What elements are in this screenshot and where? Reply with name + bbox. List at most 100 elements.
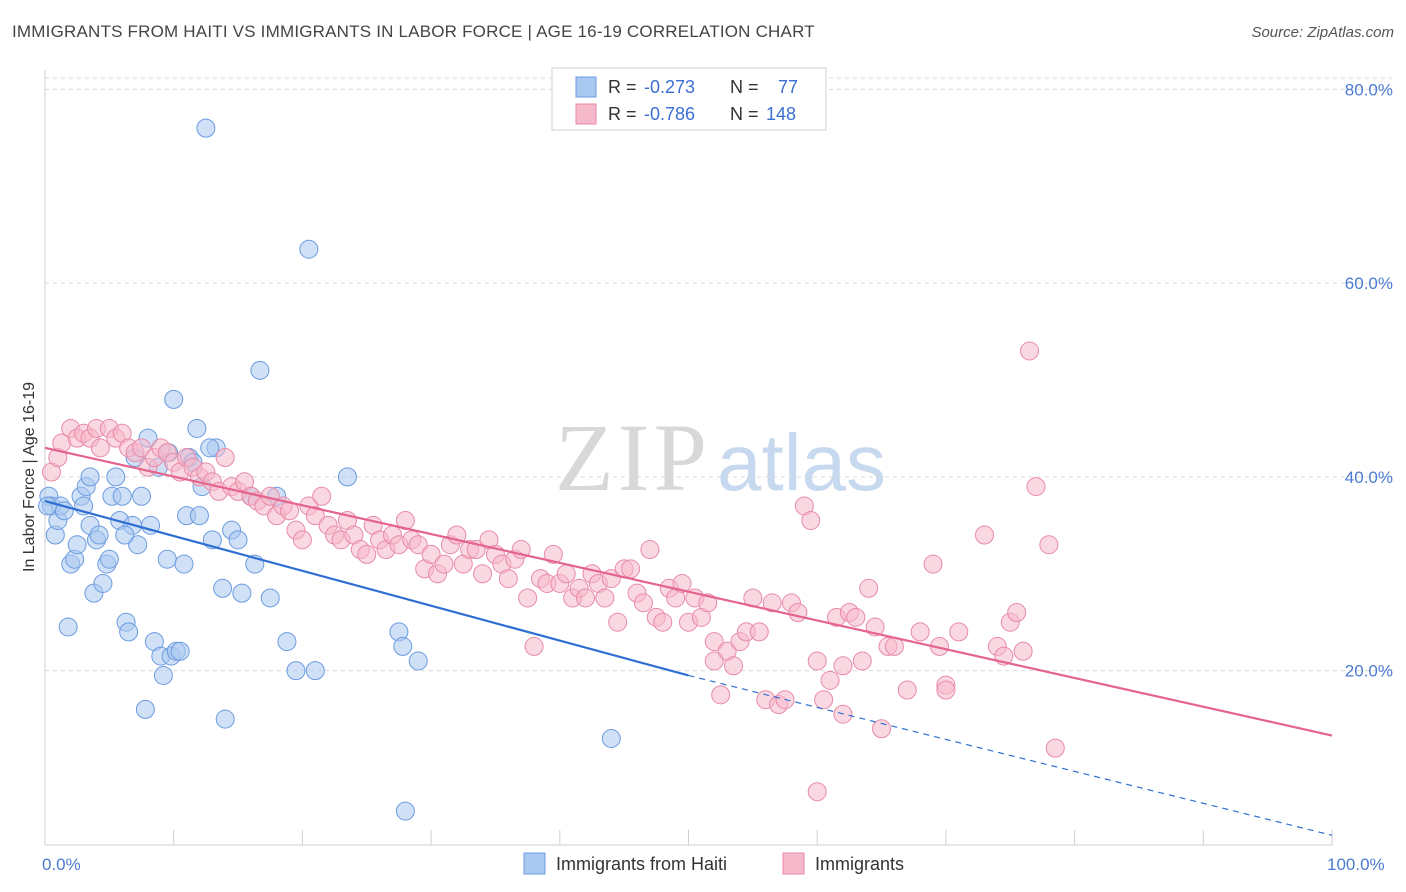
point-haiti-71 bbox=[601, 728, 621, 748]
series-immigrants-points bbox=[41, 341, 1065, 802]
point-immigrants-59 bbox=[421, 544, 441, 564]
y-tick-label-40: 40.0% bbox=[1345, 468, 1393, 487]
y-tick-label-60: 60.0% bbox=[1345, 274, 1393, 293]
bottom-legend: Immigrants from Haiti Immigrants bbox=[523, 852, 904, 875]
point-haiti-23 bbox=[112, 486, 132, 506]
point-haiti-59 bbox=[250, 360, 270, 380]
point-haiti-8 bbox=[67, 535, 87, 555]
point-haiti-73 bbox=[58, 617, 78, 637]
point-haiti-42 bbox=[174, 554, 194, 574]
point-immigrants-78 bbox=[543, 544, 563, 564]
point-immigrants-110 bbox=[749, 622, 769, 642]
point-haiti-12 bbox=[80, 467, 100, 487]
point-haiti-66 bbox=[337, 467, 357, 487]
point-immigrants-93 bbox=[640, 540, 660, 560]
bottom-legend-label-haiti: Immigrants from Haiti bbox=[556, 854, 727, 874]
top-legend: R = -0.273 N = 77 R = -0.786 N = 148 bbox=[551, 67, 827, 131]
point-immigrants-39 bbox=[292, 530, 312, 550]
point-immigrants-148 bbox=[936, 680, 956, 700]
y-tick-label-80: 80.0% bbox=[1345, 80, 1393, 99]
legend-r-value-immigrants: -0.786 bbox=[644, 104, 695, 124]
legend-swatch-immigrants bbox=[575, 103, 597, 125]
point-immigrants-8 bbox=[90, 438, 110, 458]
point-haiti-36 bbox=[153, 665, 173, 685]
point-immigrants-103 bbox=[704, 632, 724, 652]
legend-n-label-haiti: N = bbox=[730, 77, 759, 97]
point-immigrants-112 bbox=[762, 593, 782, 613]
point-immigrants-118 bbox=[801, 510, 821, 530]
point-haiti-16 bbox=[89, 525, 109, 545]
point-immigrants-61 bbox=[434, 554, 454, 574]
point-immigrants-27 bbox=[215, 448, 235, 467]
legend-n-label-immigrants: N = bbox=[730, 104, 759, 124]
point-immigrants-126 bbox=[852, 651, 872, 671]
point-immigrants-119 bbox=[807, 651, 827, 671]
point-immigrants-42 bbox=[312, 486, 332, 506]
legend-r-value-haiti: -0.273 bbox=[644, 77, 695, 97]
point-haiti-70 bbox=[408, 651, 428, 671]
point-immigrants-75 bbox=[524, 636, 544, 656]
point-immigrants-121 bbox=[820, 670, 840, 690]
point-immigrants-141 bbox=[1013, 641, 1033, 661]
point-immigrants-145 bbox=[1045, 738, 1065, 758]
y-tick-labels: 20.0% 40.0% 60.0% 80.0% bbox=[1345, 80, 1393, 680]
legend-n-value-haiti: 77 bbox=[778, 77, 798, 97]
point-immigrants-67 bbox=[473, 564, 493, 584]
bottom-legend-swatch-haiti bbox=[523, 852, 546, 875]
point-haiti-21 bbox=[106, 467, 126, 487]
point-haiti-29 bbox=[132, 486, 152, 506]
trend-line-immigrants bbox=[44, 446, 1333, 737]
point-haiti-46 bbox=[187, 418, 207, 438]
point-haiti-52 bbox=[213, 578, 233, 598]
point-immigrants-120 bbox=[814, 690, 834, 710]
point-immigrants-88 bbox=[608, 612, 628, 632]
point-immigrants-57 bbox=[408, 535, 428, 555]
point-immigrants-86 bbox=[595, 588, 615, 608]
point-immigrants-137 bbox=[975, 525, 995, 545]
watermark-atlas: atlas bbox=[717, 418, 886, 507]
point-haiti-37 bbox=[157, 549, 177, 569]
point-haiti-41 bbox=[170, 641, 190, 661]
point-haiti-69 bbox=[395, 801, 415, 821]
point-immigrants-95 bbox=[653, 612, 673, 632]
legend-r-label-immigrants: R = bbox=[608, 104, 637, 124]
gridlines bbox=[45, 77, 1392, 672]
point-haiti-17 bbox=[93, 573, 113, 593]
top-legend-box bbox=[551, 67, 827, 131]
trend-line-haiti-extension bbox=[688, 674, 1333, 836]
point-immigrants-92 bbox=[633, 593, 653, 613]
point-immigrants-127 bbox=[859, 578, 879, 598]
point-immigrants-125 bbox=[846, 607, 866, 627]
point-immigrants-116 bbox=[788, 603, 808, 622]
legend-n-value-immigrants: 148 bbox=[766, 104, 796, 124]
point-immigrants-98 bbox=[672, 573, 692, 593]
trend-line-haiti bbox=[44, 500, 689, 677]
point-immigrants-142 bbox=[1020, 341, 1040, 361]
point-immigrants-143 bbox=[1026, 477, 1046, 497]
bottom-legend-label-immigrants: Immigrants bbox=[815, 854, 904, 874]
point-immigrants-41 bbox=[305, 506, 325, 526]
point-immigrants-83 bbox=[576, 588, 596, 608]
point-immigrants-144 bbox=[1039, 535, 1059, 555]
point-immigrants-140 bbox=[1007, 603, 1027, 622]
point-immigrants-106 bbox=[724, 656, 744, 676]
point-haiti-74 bbox=[115, 525, 135, 545]
point-haiti-53 bbox=[215, 709, 235, 729]
y-tick-label-20: 20.0% bbox=[1345, 662, 1393, 681]
point-haiti-63 bbox=[286, 661, 306, 681]
series-haiti-points bbox=[38, 118, 621, 821]
point-haiti-56 bbox=[232, 583, 252, 603]
x-ticks bbox=[173, 830, 1333, 845]
source-credit: Source: ZipAtlas.com bbox=[1251, 24, 1394, 41]
legend-swatch-haiti bbox=[575, 76, 597, 98]
y-axis-title: In Labor Force | Age 16-19 bbox=[21, 382, 38, 572]
point-immigrants-150 bbox=[833, 656, 853, 676]
bottom-legend-swatch-immigrants bbox=[782, 852, 805, 875]
x-tick-label-0: 0.0% bbox=[42, 855, 81, 874]
point-immigrants-102 bbox=[698, 593, 718, 613]
trend-lines bbox=[44, 446, 1333, 836]
point-immigrants-133 bbox=[910, 622, 930, 642]
point-haiti-76 bbox=[200, 438, 220, 458]
point-immigrants-49 bbox=[357, 544, 377, 564]
point-haiti-19 bbox=[99, 549, 119, 569]
